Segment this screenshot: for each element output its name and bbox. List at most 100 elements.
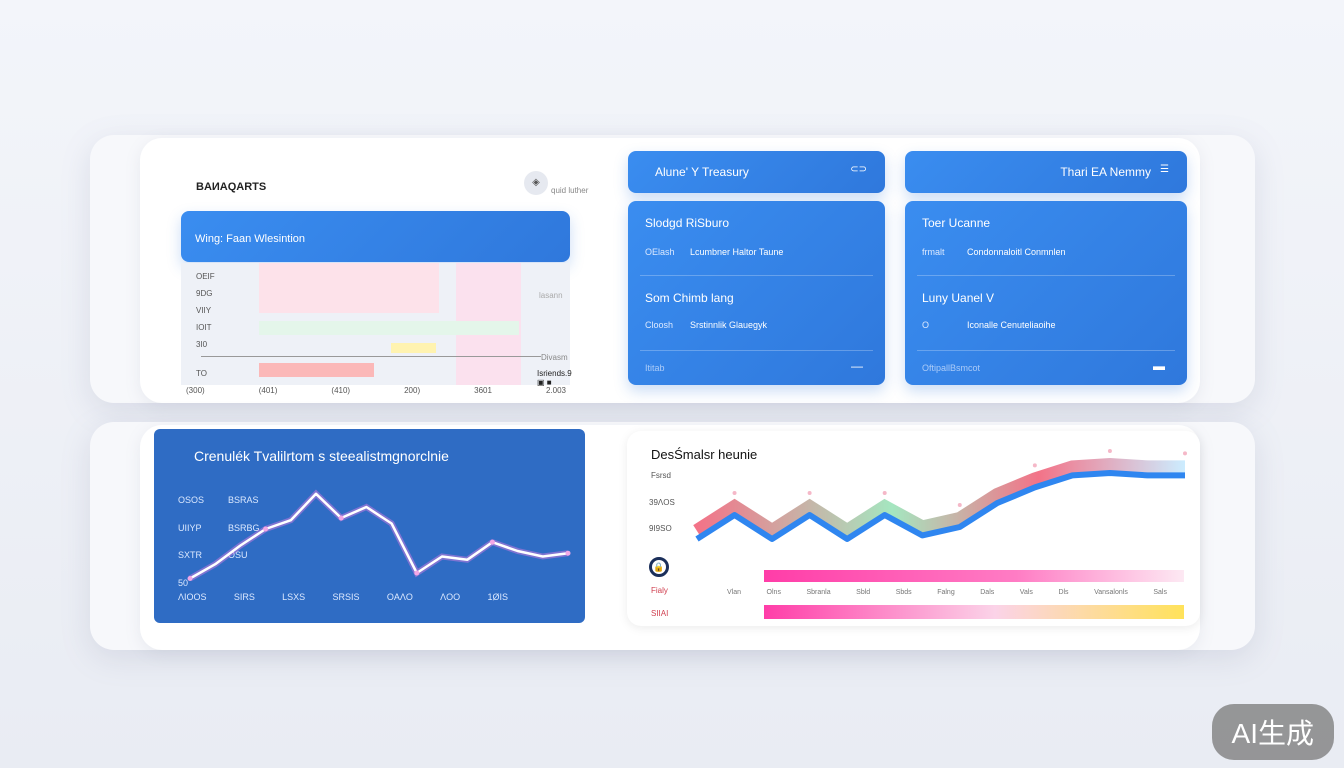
x-tick: Dals <box>980 589 995 596</box>
y-tick: 39ΛOS <box>649 498 675 507</box>
section-title: Som Chimb lang <box>645 291 734 305</box>
stripe <box>259 263 439 313</box>
stripe <box>259 363 374 377</box>
data-point <box>1183 451 1187 456</box>
x-tick: Vlan <box>727 589 742 596</box>
y-tick: VIIY <box>196 306 212 315</box>
card-header[interactable]: Alune' Y Treasury ⊂⊃ <box>628 151 885 193</box>
x-tick: Dls <box>1058 589 1069 596</box>
y-tick: BSRAS <box>228 495 259 505</box>
divider <box>917 275 1175 276</box>
baseline <box>201 356 541 357</box>
x-tick: Sbds <box>895 589 912 596</box>
menu-icon[interactable]: ☰ <box>1160 164 1169 175</box>
series-line <box>189 492 569 580</box>
panel-title: BAИAQARTS <box>196 181 267 193</box>
y-tick: 9DG <box>196 289 213 298</box>
data-point <box>1032 463 1037 468</box>
y-axis-2: BSRAS BSRBG OSU <box>228 487 260 570</box>
shield-icon[interactable]: ◈ <box>524 171 548 195</box>
x-tick: 3601 <box>474 386 492 395</box>
data-point <box>338 515 344 521</box>
line-chart-card: Crenulék Tvalilrtom s steealistmgnorclni… <box>154 429 585 623</box>
divider <box>640 350 873 351</box>
card-header-title: Alune' Y Treasury <box>655 165 749 179</box>
data-point <box>187 576 193 581</box>
divider <box>640 275 873 276</box>
card-body: Slodgd RiSburo OElash Lcumbner Haltor Ta… <box>628 201 885 385</box>
y-tick: 9I9SO <box>649 524 672 533</box>
x-tick: Vals <box>1019 589 1033 596</box>
stripe <box>391 343 436 353</box>
section-value: Srstinnlik Glauegyk <box>690 320 768 330</box>
panel-action[interactable]: quid luther <box>551 186 589 195</box>
series-line <box>695 470 1185 542</box>
x-tick: (300) <box>186 386 205 395</box>
progress-bar-gradient <box>764 605 1184 619</box>
legend-label: SIIAI <box>651 609 669 618</box>
line-chart <box>187 489 571 582</box>
y-tick: OEIF <box>196 272 215 281</box>
section-key: O <box>922 320 930 330</box>
data-point <box>565 550 571 556</box>
x-tick: 200) <box>404 386 421 395</box>
x-tick: OAΛO <box>386 592 413 602</box>
x-tick: ΛIOOS <box>178 592 207 602</box>
card-icon[interactable]: ▬ <box>1153 359 1165 373</box>
series-shadow <box>188 489 569 582</box>
y-tick: 50 <box>178 577 189 588</box>
y-tick: 3I0 <box>196 340 208 349</box>
section-key: Cloosh <box>645 320 674 330</box>
x-axis: ΛIOOS SIRS LSXS SRSIS OAΛO ΛOO 1ØIS <box>178 592 508 602</box>
x-axis: Vlan Olns Sbranla Sbld Sbds Falng Dals Vals Dls V… <box>727 589 1167 596</box>
side-label: lasann <box>539 291 563 300</box>
y-tick: OSU <box>228 550 248 560</box>
minus-icon[interactable]: — <box>851 359 863 373</box>
data-point <box>1107 449 1112 453</box>
data-point <box>263 526 269 532</box>
section-title: Toer Ucanne <box>922 216 991 230</box>
data-point <box>882 491 887 495</box>
x-tick: (410) <box>331 386 351 395</box>
x-tick: 1ØIS <box>487 592 508 602</box>
section-value: Iconalle Cenuteliaoihe <box>967 320 1056 330</box>
section-value: Condonnaloitl Conmnlen <box>967 247 1066 257</box>
chart-title: DesŚmalsr heunie <box>651 447 758 462</box>
data-point <box>489 539 495 545</box>
area-chart <box>693 449 1187 542</box>
legend[interactable]: Isriends.9 ▣ ■ <box>537 369 572 387</box>
card-header[interactable]: Thari EA Nemmy ☰ <box>905 151 1187 193</box>
section-title: Slodgd RiSburo <box>645 216 730 230</box>
x-tick: Vansalonls <box>1094 589 1128 596</box>
y-axis: OSOS UIIYP SXTR 50 <box>178 487 204 597</box>
data-point <box>807 491 812 495</box>
section-title: Luny Uanel V <box>922 291 995 305</box>
area-chart-card: DesŚmalsr heunie Fsrsd 39ΛOS 9I9SO 🔒 Fia… <box>627 431 1200 626</box>
y-tick: SXTR <box>178 550 203 560</box>
x-axis: (300) (401) (410) 200) 3601 2.003 <box>186 386 566 395</box>
legend-label: Isriends.9 <box>537 369 572 378</box>
section-value: Lcumbner Haltor Taune <box>690 247 784 257</box>
x-tick: SRSIS <box>332 592 360 602</box>
data-point <box>414 570 420 576</box>
x-tick: LSXS <box>282 592 306 602</box>
stripe <box>259 321 519 335</box>
section-key: OElash <box>645 247 675 257</box>
watermark: AI生成 <box>1211 704 1334 760</box>
y-tick: OSOS <box>178 495 205 505</box>
x-tick: Sbranla <box>806 589 831 596</box>
x-tick: Sbld <box>856 589 871 596</box>
card-body: Toer Ucanne frmalt Condonnaloitl Conmnle… <box>905 201 1187 385</box>
side-label: Divasm <box>541 353 568 362</box>
y-tick: TO <box>196 369 207 378</box>
x-tick: Falng <box>937 589 955 596</box>
card-footer[interactable]: Ititab <box>645 363 665 373</box>
x-tick: 2.003 <box>545 386 566 395</box>
data-point <box>957 503 962 507</box>
section-key: frmalt <box>922 247 945 257</box>
y-tick: Fsrsd <box>651 471 671 480</box>
divider <box>917 350 1175 351</box>
series-band <box>693 457 1185 540</box>
link-icon[interactable]: ⊂⊃ <box>850 164 867 175</box>
card-footer[interactable]: OftipallBsmcot <box>922 363 981 373</box>
